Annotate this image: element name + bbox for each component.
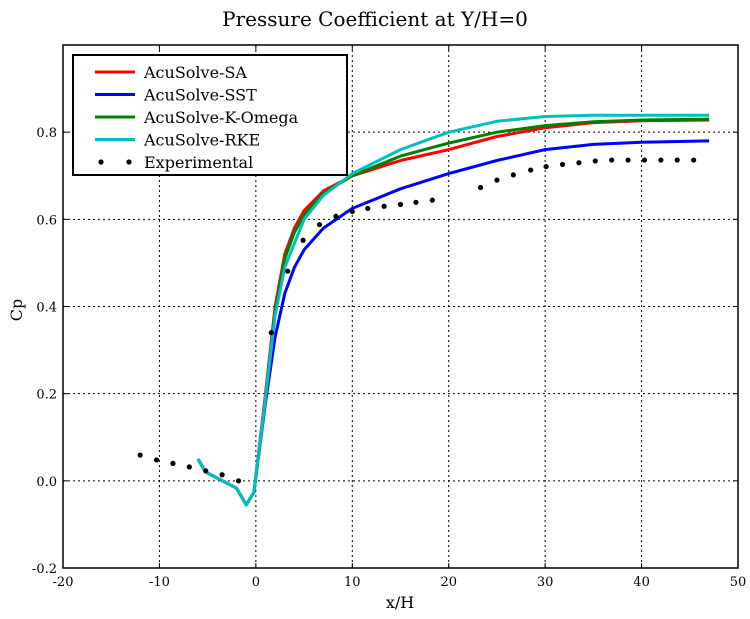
- y-tick-label: 0.6: [36, 213, 57, 228]
- series-experimental-point: [592, 158, 598, 164]
- legend-label-series-acusolve-k-omega: AcuSolve-K-Omega: [143, 108, 299, 127]
- x-tick-label: -20: [53, 575, 74, 590]
- x-axis-label: x/H: [386, 593, 414, 612]
- series-experimental-point: [576, 160, 582, 166]
- legend-label-series-acusolve-rke: AcuSolve-RKE: [143, 131, 260, 150]
- y-tick-label: 0.2: [36, 388, 57, 403]
- y-axis-label: Cp: [7, 299, 26, 321]
- y-tick-label: 0.0: [36, 475, 57, 490]
- series-experimental-point: [625, 157, 631, 163]
- y-tick-label: 0.8: [36, 126, 57, 141]
- legend: AcuSolve-SA AcuSolve-SST AcuSolve-K-Omega A…: [72, 54, 348, 176]
- series-experimental-point: [333, 213, 339, 219]
- legend-swatch-series-experimental: [126, 159, 132, 165]
- series-experimental-point: [528, 167, 534, 173]
- y-tick-label: 0.4: [36, 301, 57, 316]
- legend-swatch-series-experimental: [98, 159, 104, 165]
- series-experimental-point: [235, 478, 242, 484]
- series-experimental-point: [381, 203, 387, 209]
- x-tick-label: 30: [537, 575, 554, 590]
- series-experimental-point: [609, 157, 615, 163]
- series-experimental-point: [349, 208, 355, 215]
- series-experimental-point: [658, 157, 664, 163]
- series-experimental-point: [510, 172, 516, 178]
- series-experimental-point: [137, 452, 143, 458]
- x-tick-label: -10: [149, 575, 170, 590]
- series-experimental-point: [268, 330, 274, 336]
- legend-label-series-acusolve-sst: AcuSolve-SST: [143, 86, 257, 105]
- series-experimental-point: [186, 464, 192, 470]
- series-experimental-point: [691, 157, 697, 163]
- x-tick-label: 0: [252, 575, 260, 590]
- legend-label-series-experimental: Experimental: [144, 153, 253, 172]
- x-tick-label: 20: [440, 575, 457, 590]
- series-experimental-point: [641, 157, 648, 163]
- series-experimental-point: [203, 468, 209, 474]
- series-experimental-point: [397, 201, 404, 208]
- chart-title: Pressure Coefficient at Y/H=0: [222, 7, 528, 31]
- series-experimental-point: [365, 205, 371, 212]
- series-experimental-point: [674, 157, 680, 163]
- ticks: -20 -10 0 10 20 30 40 50 -0.2 0.0 0.2 0.4 0.6 0.8: [32, 45, 746, 590]
- series-experimental-point: [413, 199, 419, 205]
- series-experimental-point: [170, 460, 176, 466]
- series-experimental-point: [153, 457, 160, 463]
- series-group: [137, 113, 710, 507]
- series-acusolve-rke-line: [196, 113, 710, 507]
- series-experimental-point: [494, 177, 500, 183]
- series-experimental-point: [300, 237, 306, 243]
- series-experimental-point: [477, 184, 484, 191]
- series-experimental-point: [285, 268, 291, 274]
- series-experimental-point: [543, 163, 549, 170]
- series-experimental-point: [219, 472, 225, 478]
- x-tick-label: 50: [730, 575, 747, 590]
- x-tick-label: 10: [344, 575, 361, 590]
- legend-box: [72, 54, 348, 176]
- series-experimental-point: [559, 161, 566, 168]
- series-experimental-point: [429, 197, 435, 203]
- legend-label-series-acusolve-sa: AcuSolve-SA: [143, 63, 247, 82]
- series-experimental-point: [316, 221, 323, 228]
- x-tick-label: 40: [633, 575, 650, 590]
- y-tick-label: -0.2: [32, 562, 57, 577]
